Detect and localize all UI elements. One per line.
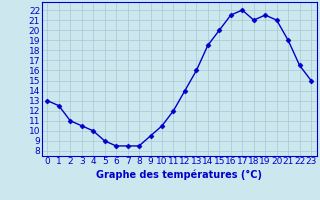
X-axis label: Graphe des températures (°C): Graphe des températures (°C)	[96, 169, 262, 180]
